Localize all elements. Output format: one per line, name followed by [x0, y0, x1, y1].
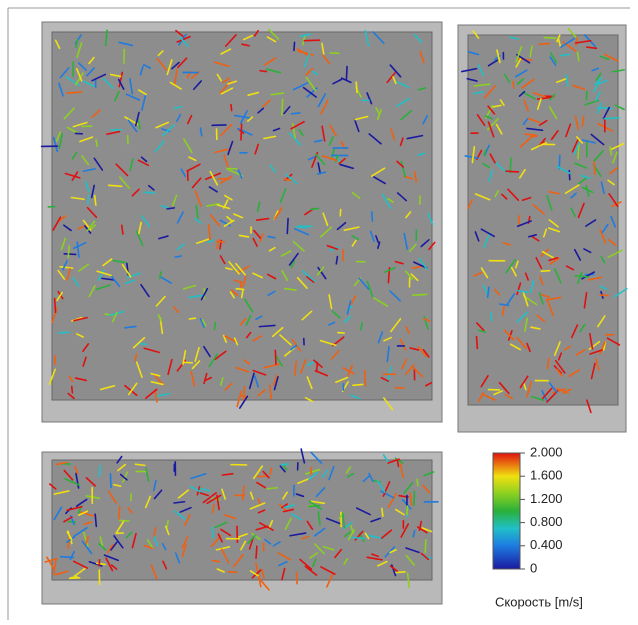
colorbar-tick-label: 0 — [530, 560, 537, 575]
flow-arrow — [576, 38, 577, 45]
flow-arrow — [175, 256, 181, 257]
flow-arrow — [292, 113, 300, 114]
flow-arrow — [136, 464, 145, 465]
flow-arrow — [575, 276, 588, 277]
flow-arrow — [68, 246, 69, 257]
flow-arrow — [544, 38, 555, 39]
flow-arrow — [294, 42, 295, 50]
colorbar-tick-label: 2.000 — [530, 444, 563, 459]
flow-arrow — [510, 158, 511, 173]
flow-arrow — [604, 118, 619, 119]
flow-arrow — [88, 195, 89, 204]
flow-arrow — [413, 294, 427, 295]
flow-arrow — [284, 179, 291, 180]
flow-arrow — [71, 577, 77, 578]
flow-arrow — [417, 479, 418, 485]
flow-arrow — [260, 71, 266, 72]
flow-arrow — [287, 219, 288, 234]
flow-arrow — [491, 313, 492, 321]
flow-arrow — [594, 160, 595, 174]
flow-arrow — [275, 350, 276, 364]
front-inner — [52, 32, 432, 400]
flow-arrow — [407, 506, 408, 514]
flow-arrow — [99, 466, 100, 477]
flow-arrow — [119, 507, 120, 519]
colorbar-tick-label: 0.400 — [530, 537, 563, 552]
flow-arrow — [336, 257, 337, 264]
flow-arrow — [144, 192, 155, 193]
flow-arrow — [214, 323, 215, 330]
flow-arrow — [61, 557, 74, 558]
flow-arrow — [396, 572, 405, 573]
flow-arrow — [356, 82, 357, 92]
flow-arrow — [365, 370, 366, 386]
flow-arrow — [120, 520, 129, 521]
flow-arrow — [311, 468, 312, 474]
flow-arrow — [531, 136, 538, 137]
flow-arrow — [96, 140, 97, 146]
flow-arrow — [67, 92, 82, 93]
flow-arrow — [477, 337, 478, 349]
flow-arrow — [382, 508, 383, 516]
flow-arrow — [338, 333, 344, 334]
flow-arrow — [55, 299, 56, 313]
flow-arrow — [109, 185, 122, 186]
colorbar-label: Скорость [m/s] — [495, 594, 583, 609]
flow-arrow — [95, 196, 96, 206]
flow-arrow — [282, 100, 283, 115]
flow-arrow — [236, 289, 243, 290]
flow-arrow — [397, 460, 398, 466]
flow-arrow — [372, 212, 373, 221]
colorbar-tick-label: 1.200 — [530, 491, 563, 506]
flow-arrow — [525, 134, 535, 135]
flow-arrow — [241, 124, 242, 140]
flow-arrow — [539, 43, 549, 44]
flow-arrow — [167, 521, 168, 527]
flow-arrow — [256, 546, 257, 558]
flow-arrow — [244, 387, 245, 401]
page: 2.000 1.600 1.200 0.800 0.400 0 Скорость [m/s… — [0, 0, 638, 625]
flow-arrow — [296, 572, 297, 583]
flow-arrow — [64, 254, 76, 255]
flow-arrow — [243, 486, 244, 500]
flow-arrow — [346, 66, 347, 79]
flow-arrow — [309, 506, 320, 507]
cfd-figure: 2.000 1.600 1.200 0.800 0.400 0 Скорость [m/s… — [0, 0, 638, 625]
flow-arrow — [353, 384, 363, 385]
flow-arrow — [59, 332, 69, 333]
flow-arrow — [311, 208, 319, 209]
colorbar-tick-label: 0.800 — [530, 514, 563, 529]
flow-arrow — [231, 105, 232, 111]
colorbar — [493, 453, 520, 569]
flow-arrow — [600, 295, 608, 296]
flow-arrow — [506, 171, 519, 172]
flow-arrow — [95, 514, 96, 526]
colorbar-tick-label: 1.600 — [530, 468, 563, 483]
flow-arrow — [548, 358, 549, 368]
flow-arrow — [282, 464, 289, 465]
flow-arrow — [519, 216, 520, 225]
flow-arrow — [72, 387, 73, 393]
flow-arrow — [229, 572, 237, 573]
flow-arrow — [267, 488, 277, 489]
flow-arrow — [189, 318, 195, 319]
flow-arrow — [140, 344, 146, 345]
flow-arrow — [97, 563, 105, 564]
